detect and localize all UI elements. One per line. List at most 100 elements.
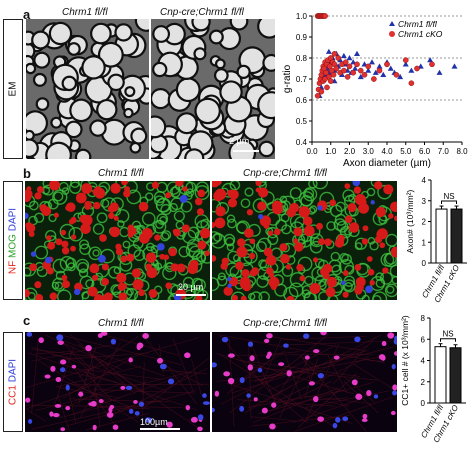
nf-axon-signal: [348, 222, 360, 233]
dapi-nucleus: [125, 385, 133, 390]
axon-profile: [217, 60, 224, 68]
axon-profile: [26, 44, 34, 59]
mog-signal: [78, 268, 89, 278]
cc1-cell: [109, 404, 115, 410]
nf-axon-signal: [379, 242, 386, 249]
cc1-cell: [361, 418, 368, 423]
background-fiber: [66, 383, 77, 424]
nf-axon-signal: [241, 269, 250, 278]
mog-signal: [100, 198, 110, 208]
cc1-cell: [65, 406, 71, 411]
mog-signal: [185, 188, 195, 197]
cc1-cell: [184, 352, 191, 359]
dapi-nucleus: [227, 276, 232, 282]
nf-axon-signal: [255, 187, 261, 193]
background-fiber: [304, 357, 319, 399]
y-tick-label: 4: [422, 176, 427, 185]
mog-signal: [173, 210, 185, 222]
nf-axon-signal: [303, 225, 315, 237]
axon-profile: [63, 77, 75, 89]
dapi-nucleus: [202, 393, 207, 398]
y-tick-label: 3: [422, 197, 427, 206]
axon-profile: [193, 19, 209, 30]
nf-axon-signal: [344, 215, 353, 224]
nf-axon-signal: [367, 268, 375, 276]
if-image-b-cko: [212, 181, 397, 300]
nf-axon-signal: [165, 282, 172, 289]
mog-signal: [68, 181, 82, 194]
em-micrograph-control: [26, 19, 149, 159]
background-fiber: [324, 400, 350, 407]
mog-signal: [193, 278, 206, 292]
data-point-triangle: [346, 55, 353, 61]
background-fiber: [244, 385, 292, 414]
nf-axon-signal: [95, 186, 102, 193]
axon-profile: [71, 100, 91, 121]
mog-signal: [161, 230, 172, 240]
nf-axon-signal: [229, 189, 239, 200]
background-fiber: [162, 369, 208, 375]
nf-axon-signal: [145, 252, 157, 263]
cc1-cell: [269, 423, 276, 430]
background-fiber: [271, 351, 300, 355]
nf-axon-signal: [41, 206, 52, 217]
data-point-triangle: [397, 73, 404, 80]
nf-axon-signal: [61, 240, 69, 248]
data-point-circle: [371, 76, 377, 82]
axon-profile: [195, 49, 205, 59]
nf-axon-signal: [320, 267, 329, 277]
background-fiber: [64, 370, 118, 383]
cc1-cell: [157, 357, 164, 364]
data-point-circle: [384, 61, 390, 68]
data-point-triangle: [352, 65, 359, 71]
nf-axon-signal: [116, 272, 127, 284]
data-point-triangle: [369, 59, 375, 65]
mog-signal: [227, 218, 237, 229]
mog-signal: [227, 250, 240, 263]
data-point-triangle: [402, 61, 409, 67]
nf-axon-signal: [53, 212, 59, 218]
nf-axon-signal: [159, 253, 166, 260]
background-fiber: [89, 346, 101, 428]
cc1-cell: [366, 390, 372, 397]
dapi-nucleus: [221, 336, 229, 343]
mog-signal: [385, 233, 397, 247]
nf-axon-signal: [231, 296, 238, 300]
nf-axon-signal: [342, 291, 349, 298]
y-tick-label: 1.0: [296, 12, 308, 21]
background-fiber: [55, 365, 142, 388]
dapi-nucleus: [56, 334, 64, 341]
panel-c-header-control: Chrm1 fl/fl: [98, 318, 144, 329]
cc1-cell: [278, 362, 285, 367]
cc1-cell: [78, 391, 84, 397]
mog-signal: [180, 200, 193, 213]
nf-axon-signal: [196, 208, 204, 216]
background-fiber: [250, 416, 296, 422]
side-label-cc1: CC1: [7, 385, 19, 406]
mog-signal: [335, 201, 346, 212]
background-fiber: [283, 335, 367, 341]
y-tick-label: 0.4: [296, 138, 308, 147]
nf-axon-signal: [235, 261, 244, 271]
data-point-circle: [322, 13, 328, 19]
nf-axon-signal: [197, 240, 207, 250]
nf-axon-signal: [138, 289, 146, 297]
mog-signal: [240, 198, 251, 209]
nf-axon-signal: [220, 262, 228, 270]
nf-axon-signal: [214, 188, 227, 200]
cc1-cell: [320, 332, 327, 336]
cc1-micrograph-control: [25, 332, 210, 432]
background-fiber: [217, 334, 327, 355]
nf-axon-signal: [36, 186, 44, 193]
mog-signal: [33, 212, 45, 223]
x-tick-label: 1.0: [325, 147, 337, 156]
cc1-cell: [142, 332, 149, 339]
nf-axon-signal: [236, 246, 248, 258]
cc1-cell: [90, 400, 97, 407]
background-fiber: [254, 345, 397, 382]
background-fiber: [251, 344, 277, 405]
background-fiber: [57, 405, 107, 419]
nf-axon-signal: [129, 227, 137, 235]
nf-axon-signal: [197, 189, 206, 198]
axon-profile: [126, 88, 134, 95]
